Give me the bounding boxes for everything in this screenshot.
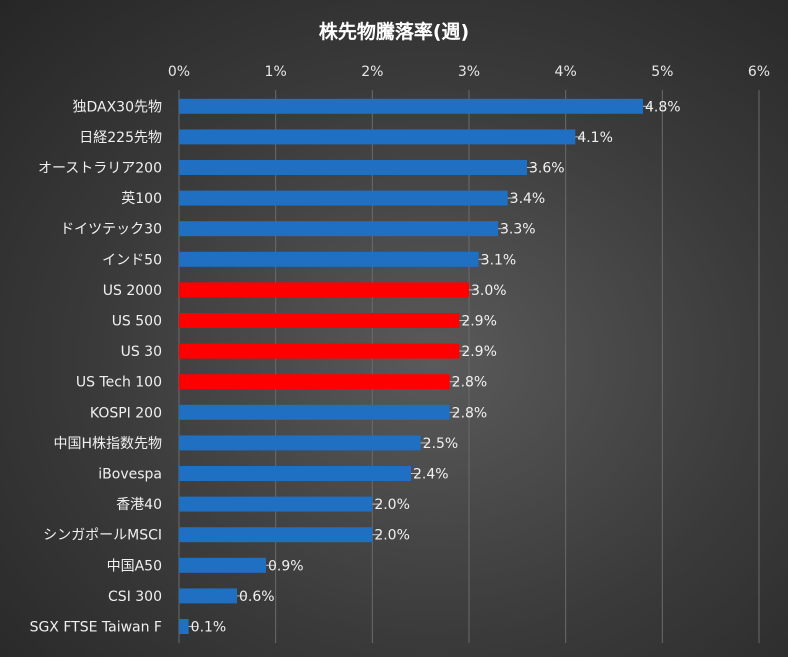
value-label: 2.8% <box>452 405 488 421</box>
value-label: 0.9% <box>268 558 304 574</box>
category-label: US 500 <box>112 314 162 330</box>
value-label: 3.1% <box>481 252 517 268</box>
category-label: 香港40 <box>116 497 162 513</box>
category-label: インド50 <box>102 252 162 268</box>
bar <box>179 313 460 328</box>
x-tick-label: 6% <box>748 64 770 80</box>
category-label: US 30 <box>121 344 162 360</box>
bar <box>179 160 527 175</box>
category-label: 中国H株指数先物 <box>53 436 162 452</box>
bar <box>179 343 460 359</box>
category-label: シンガポールMSCI <box>43 528 162 544</box>
category-label: 中国A50 <box>107 558 162 574</box>
bar <box>179 98 643 114</box>
bar <box>179 129 576 145</box>
value-labels: 4.8% 4.1% 3.6% 3.4% 3.3% 3.1% 3.0% 2.9% 2.9% 2.8%… <box>188 99 681 636</box>
bar <box>179 190 508 206</box>
category-label: 日経225先物 <box>79 130 162 146</box>
x-tick-label: 0% <box>168 64 190 80</box>
bar <box>179 251 479 267</box>
category-label: US Tech 100 <box>76 375 162 391</box>
value-label: 0.1% <box>191 620 227 636</box>
category-label: オーストラリア200 <box>38 161 162 177</box>
x-tick-label: 5% <box>651 64 673 80</box>
gridlines <box>178 90 760 643</box>
bar <box>179 221 498 237</box>
category-label: KOSPI 200 <box>90 405 162 421</box>
bar <box>179 588 237 604</box>
bar <box>179 466 411 481</box>
value-label: 3.0% <box>471 283 507 299</box>
bar <box>179 619 189 634</box>
value-label: 3.6% <box>529 161 565 177</box>
bar <box>179 435 421 451</box>
x-tick-label: 4% <box>555 64 577 80</box>
chart-title: 株先物騰落率(週) <box>319 20 469 43</box>
x-tick-label: 1% <box>265 64 287 80</box>
value-label: 2.8% <box>452 375 488 391</box>
value-label: 0.6% <box>239 589 275 605</box>
value-label: 4.1% <box>577 130 613 146</box>
value-label: 2.9% <box>461 314 497 330</box>
category-label: SGX FTSE Taiwan F <box>30 620 162 636</box>
category-label: ドイツテック30 <box>60 222 162 238</box>
bar <box>179 496 373 512</box>
bars <box>179 98 643 634</box>
x-tick-label: 3% <box>458 64 480 80</box>
value-label: 3.4% <box>510 191 546 207</box>
bar <box>179 374 450 390</box>
category-label: 独DAX30先物 <box>72 99 162 115</box>
value-label: 2.0% <box>374 528 410 544</box>
bar <box>179 404 450 420</box>
category-label: US 2000 <box>103 283 162 299</box>
bar <box>179 282 469 298</box>
value-label: 2.4% <box>413 467 449 483</box>
category-label: CSI 300 <box>108 589 162 605</box>
value-label: 4.8% <box>645 99 681 115</box>
value-label: 2.9% <box>461 344 497 360</box>
x-axis-ticks: 0% 1% 2% 3% 4% 5% 6% <box>168 64 770 80</box>
x-tick-label: 2% <box>361 64 383 80</box>
value-label: 2.0% <box>374 497 410 513</box>
category-label: iBovespa <box>98 467 162 483</box>
value-label: 3.3% <box>500 222 536 238</box>
bar <box>179 527 373 543</box>
category-label: 英100 <box>121 190 162 207</box>
bar <box>179 557 266 573</box>
value-label: 2.5% <box>423 436 459 452</box>
